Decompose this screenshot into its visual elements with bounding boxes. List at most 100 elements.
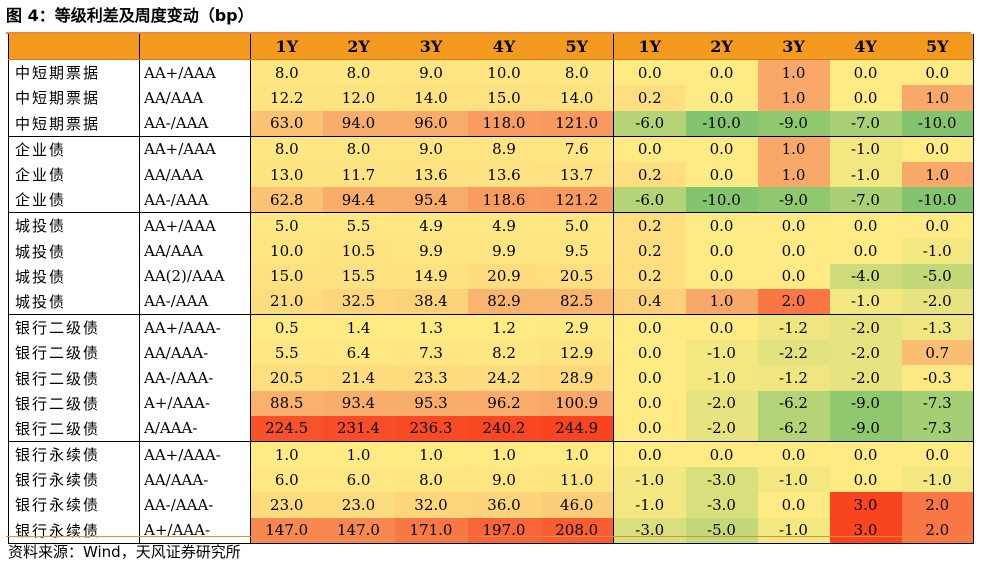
spread-cell: 1.0	[250, 441, 323, 468]
change-cell: -1.0	[901, 238, 974, 264]
spread-cell: 4.9	[467, 212, 541, 239]
change-cell: 0.2	[613, 85, 686, 111]
change-cell: 1.0	[901, 85, 974, 111]
change-cell: 0.0	[901, 135, 974, 162]
change-cell: 0.0	[901, 212, 974, 239]
spread-cell: 21.0	[250, 288, 323, 315]
header-cell: 3Y	[757, 34, 830, 61]
rating-pair-cell: AA-/AAA	[139, 110, 251, 137]
change-cell: -1.0	[685, 340, 758, 366]
change-cell: 0.0	[685, 238, 758, 264]
bond-type-cell: 城投债	[8, 288, 140, 315]
spread-cell: 46.0	[540, 492, 614, 518]
spread-cell: 5.0	[250, 212, 323, 239]
change-cell: 0.0	[613, 390, 686, 416]
spread-cell: 13.0	[250, 161, 323, 188]
change-cell: -5.0	[685, 517, 758, 544]
rating-pair-cell: AA(2)/AAA	[139, 263, 251, 289]
spread-cell: 7.6	[540, 135, 614, 162]
spread-table: 1Y 2Y 3Y 4Y 5Y 1Y 2Y 3Y 4Y 5Y 中短期票据 AA+/A…	[8, 34, 974, 544]
change-cell: 2.0	[757, 288, 830, 315]
table-row: 中短期票据 AA/AAA 12.2 12.0 14.0 15.0 14.0 0.2 0.0 1.0…	[8, 85, 974, 111]
change-cell: 1.0	[685, 288, 758, 315]
change-cell: 0.0	[829, 467, 902, 493]
table-row: 城投债 AA/AAA 10.0 10.5 9.9 9.9 9.5 0.2 0.0 0.0 0.0 -1…	[8, 238, 974, 264]
spread-cell: 95.3	[394, 390, 468, 416]
change-cell: -7.0	[829, 110, 902, 137]
change-cell: 0.0	[613, 365, 686, 391]
change-cell: -4.0	[829, 263, 902, 289]
spread-cell: 9.9	[394, 238, 468, 264]
spread-cell: 6.4	[322, 340, 395, 366]
spread-cell: 24.2	[467, 365, 541, 391]
change-cell: -1.0	[613, 467, 686, 493]
rating-pair-cell: AA-/AAA	[139, 187, 251, 213]
change-cell: -10.0	[685, 110, 758, 137]
change-cell: -7.0	[829, 187, 902, 213]
change-cell: 0.0	[685, 263, 758, 289]
bond-type-cell: 企业债	[8, 187, 140, 213]
rating-pair-cell: AA+/AAA-	[139, 441, 251, 468]
table-row: 银行二级债 AA-/AAA- 20.5 21.4 23.3 24.2 28.9 0.0 -1.0…	[8, 365, 974, 391]
spread-cell: 1.0	[467, 441, 541, 468]
change-cell: -9.0	[829, 390, 902, 416]
spread-cell: 5.0	[540, 212, 614, 239]
header-cell: 1Y	[613, 34, 686, 61]
table-row: 银行永续债 AA-/AAA- 23.0 23.0 32.0 36.0 46.0 -1.0 -3.…	[8, 492, 974, 518]
spread-cell: 20.5	[250, 365, 323, 391]
change-cell: -1.0	[685, 365, 758, 391]
table-row: 银行二级债 A+/AAA- 88.5 93.4 95.3 96.2 100.9 0.0 -2.0…	[8, 390, 974, 416]
change-cell: -9.0	[757, 187, 830, 213]
spread-cell: 4.9	[394, 212, 468, 239]
spread-cell: 20.9	[467, 263, 541, 289]
table-row: 银行永续债 A+/AAA- 147.0 147.0 171.0 197.0 208.0 -3.…	[8, 517, 974, 544]
spread-cell: 1.0	[322, 441, 395, 468]
table-row: 城投债 AA(2)/AAA 15.0 15.5 14.9 20.9 20.5 0.2 0.0 0.…	[8, 263, 974, 289]
change-cell: 0.0	[901, 59, 974, 86]
spread-cell: 224.5	[250, 415, 323, 442]
spread-cell: 8.0	[322, 135, 395, 162]
spread-cell: 6.0	[322, 467, 395, 493]
table-row: 银行二级债 AA+/AAA- 0.5 1.4 1.3 1.2 2.9 0.0 0.0 -1.2 -2…	[8, 314, 974, 341]
spread-cell: 95.4	[394, 187, 468, 213]
spread-cell: 23.3	[394, 365, 468, 391]
rating-pair-cell: AA/AAA-	[139, 467, 251, 493]
change-cell: 0.0	[829, 441, 902, 468]
bond-type-cell: 城投债	[8, 263, 140, 289]
spread-cell: 82.9	[467, 288, 541, 315]
rating-pair-cell: AA+/AAA-	[139, 314, 251, 341]
change-cell: 0.0	[757, 441, 830, 468]
rating-pair-cell: AA/AAA	[139, 238, 251, 264]
change-cell: -1.0	[757, 467, 830, 493]
change-cell: 0.0	[757, 212, 830, 239]
change-cell: -1.2	[757, 365, 830, 391]
rating-pair-cell: AA/AAA-	[139, 340, 251, 366]
spread-cell: 121.0	[540, 110, 614, 137]
header-cell	[139, 34, 251, 61]
change-cell: -1.0	[757, 517, 830, 544]
bottom-rule	[6, 536, 971, 537]
spread-cell: 0.5	[250, 314, 323, 341]
spread-cell: 1.3	[394, 314, 468, 341]
bond-type-cell: 企业债	[8, 161, 140, 188]
change-cell: -2.0	[829, 365, 902, 391]
change-cell: 0.0	[613, 135, 686, 162]
change-cell: 0.0	[613, 415, 686, 442]
change-cell: -10.0	[901, 110, 974, 137]
spread-cell: 100.9	[540, 390, 614, 416]
change-cell: 0.0	[613, 314, 686, 341]
change-cell: 0.0	[685, 161, 758, 188]
header-cell: 2Y	[685, 34, 758, 61]
table-row: 银行永续债 AA/AAA- 6.0 6.0 8.0 9.0 11.0 -1.0 -3.0 -1.0…	[8, 467, 974, 493]
change-cell: -1.0	[613, 492, 686, 518]
spread-cell: 12.2	[250, 85, 323, 111]
change-cell: 0.0	[757, 263, 830, 289]
change-cell: 0.0	[613, 441, 686, 468]
spread-cell: 5.5	[322, 212, 395, 239]
header-cell: 4Y	[467, 34, 541, 61]
spread-cell: 1.2	[467, 314, 541, 341]
change-cell: 0.0	[901, 441, 974, 468]
spread-cell: 118.6	[467, 187, 541, 213]
change-cell: 0.0	[685, 85, 758, 111]
spread-cell: 14.0	[394, 85, 468, 111]
